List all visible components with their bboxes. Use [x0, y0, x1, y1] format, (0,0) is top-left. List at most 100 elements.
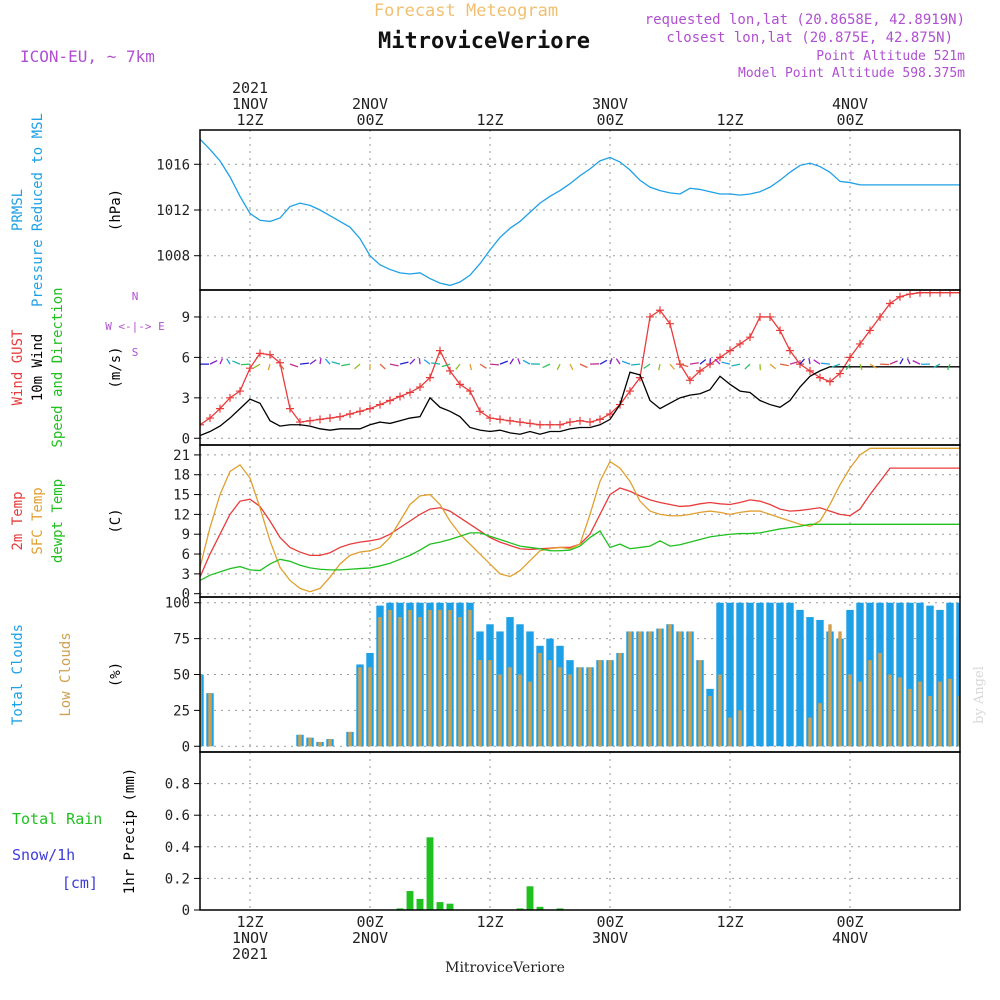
bar-4-0	[516, 908, 524, 910]
plot-area	[200, 837, 960, 910]
point-altitude: Point Altitude 521m	[816, 49, 965, 64]
requested-coords: requested lon,lat (20.8658E, 42.8919N)	[645, 12, 965, 28]
bar-4-0	[396, 908, 404, 910]
panel-label: SFC Temp	[30, 487, 46, 554]
panels: 1008 1012 1016 PRMSL Pressure Reduced to MSL…	[10, 113, 961, 919]
wind-arrow	[509, 358, 515, 365]
bar-3-1	[828, 624, 832, 747]
gust-marker	[386, 396, 394, 405]
gust-marker	[406, 388, 414, 397]
bar-3-1	[688, 631, 692, 747]
gust-marker	[496, 415, 504, 424]
series-line-2-0	[200, 467, 960, 578]
gust-marker	[626, 387, 634, 396]
footer-location: MitroviceVeriore	[445, 960, 565, 976]
location-title: MitroviceVeriore	[378, 29, 590, 54]
bar-3-1	[518, 674, 522, 747]
y-tick-label: 3	[182, 391, 190, 407]
gust-marker	[246, 364, 254, 373]
wind-arrow	[821, 362, 831, 365]
bar-4-0	[526, 886, 534, 910]
y-tick-label: 0.2	[165, 871, 190, 887]
gust-marker	[646, 312, 654, 321]
y-tick-label: 9	[182, 527, 190, 543]
y-tick-label: 21	[173, 448, 190, 464]
wind-arrow	[869, 363, 878, 369]
gust-marker	[326, 414, 334, 423]
bar-3-0	[200, 674, 204, 747]
compass-label: N	[132, 290, 139, 303]
bar-3-1	[208, 693, 212, 747]
bottom-time-label: 00Z	[596, 913, 623, 931]
gust-marker	[776, 326, 784, 335]
y-tick-label: 6	[182, 350, 190, 366]
gust-marker	[596, 415, 604, 424]
gust-marker	[586, 418, 594, 427]
gust-marker	[886, 299, 894, 308]
wind-arrow	[932, 363, 941, 369]
wind-arrow	[341, 363, 351, 367]
y-tick-label: 0.6	[165, 808, 190, 824]
gust-marker	[486, 414, 494, 423]
top-time-label: 2NOV	[352, 95, 388, 113]
wind-arrow	[721, 361, 731, 365]
bar-3-1	[538, 652, 542, 747]
top-time-label: 12Z	[476, 111, 503, 129]
wind-arrow	[455, 363, 461, 370]
gust-marker	[606, 410, 614, 418]
wind-arrow	[714, 358, 721, 365]
wind-arrow	[599, 359, 608, 365]
bar-3-1	[938, 681, 942, 747]
gust-marker	[426, 373, 434, 382]
gust-marker	[896, 292, 904, 301]
bar-3-0	[806, 617, 814, 747]
wind-arrow	[399, 361, 409, 365]
bar-3-0	[816, 619, 824, 747]
wind-arrow	[319, 358, 322, 365]
gust-marker	[306, 416, 314, 425]
bottom-time-label: 2021	[232, 945, 268, 963]
wind-arrow	[479, 363, 487, 369]
bar-3-1	[468, 609, 472, 747]
gust-marker	[756, 312, 764, 321]
wind-arrow	[799, 358, 805, 365]
wind-arrow	[469, 363, 473, 371]
bottom-time-label: 2NOV	[352, 929, 388, 947]
gust-marker	[216, 404, 224, 413]
y-tick-label: 0.4	[165, 840, 190, 856]
gust-marker	[786, 346, 794, 355]
gust-marker	[476, 407, 484, 416]
bar-3-1	[658, 628, 662, 747]
wind-arrow	[899, 358, 904, 365]
bar-3-1	[678, 631, 682, 747]
bar-4-0	[406, 891, 414, 910]
bar-3-0	[856, 602, 864, 747]
panel-label: Total Rain	[12, 810, 102, 828]
gust-marker	[526, 419, 534, 428]
bar-3-0	[916, 602, 924, 747]
wind-arrow	[499, 360, 509, 365]
wind-arrow	[240, 363, 251, 366]
gust-marker	[666, 319, 674, 328]
wind-arrow	[679, 363, 689, 368]
gust-marker	[536, 420, 544, 429]
y-tick-label: 25	[173, 703, 190, 719]
bar-3-0	[726, 602, 734, 747]
top-time-label: 00Z	[836, 111, 863, 129]
wind-arrow	[789, 361, 799, 365]
gust-marker	[416, 383, 424, 392]
bar-3-0	[776, 602, 784, 747]
wind-arrow	[354, 363, 361, 370]
bar-3-1	[958, 696, 960, 747]
wind-arrow	[423, 359, 431, 365]
y-tick-label: 1008	[156, 249, 190, 265]
bar-3-1	[578, 667, 582, 747]
bar-4-0	[446, 903, 454, 910]
series-line-2-1	[200, 447, 960, 593]
panel-label: 2m Temp	[10, 491, 26, 550]
gust-marker	[506, 416, 514, 425]
gust-marker	[696, 366, 704, 375]
y-tick-label: 12	[173, 507, 190, 523]
